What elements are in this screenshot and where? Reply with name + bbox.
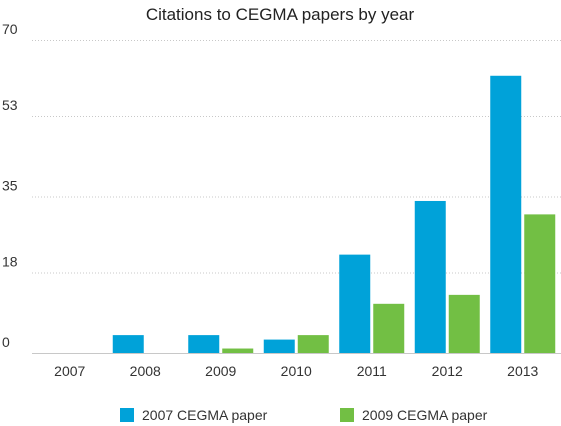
y-tick-label: 70 bbox=[2, 21, 18, 37]
bar-series2-2012 bbox=[448, 294, 480, 353]
x-tick-label: 2013 bbox=[507, 363, 538, 379]
y-axis-ticks: 0 18 35 53 70 bbox=[2, 21, 18, 350]
legend: 2007 CEGMA paper 2009 CEGMA paper bbox=[120, 407, 488, 423]
bar-series1-2008 bbox=[112, 335, 144, 353]
y-tick-label: 18 bbox=[2, 254, 18, 270]
legend-label: 2007 CEGMA paper bbox=[142, 407, 268, 423]
bar-series2-2009 bbox=[222, 348, 254, 353]
y-tick-label: 35 bbox=[2, 178, 18, 194]
bar-series2-2011 bbox=[373, 303, 405, 353]
legend-swatch bbox=[340, 408, 354, 422]
bar-series1-2010 bbox=[263, 339, 295, 353]
bar-series2-2010 bbox=[297, 335, 329, 353]
bar-series1-2013 bbox=[490, 75, 522, 354]
y-tick-label: 53 bbox=[2, 97, 18, 113]
x-axis-ticks: 2007 2008 2009 2010 2011 2012 2013 bbox=[54, 363, 538, 379]
x-tick-label: 2012 bbox=[432, 363, 463, 379]
x-tick-label: 2011 bbox=[357, 363, 387, 379]
x-tick-label: 2010 bbox=[281, 363, 312, 379]
chart-title: Citations to CEGMA papers by year bbox=[146, 5, 415, 24]
y-tick-label: 0 bbox=[2, 334, 10, 350]
grid-lines bbox=[32, 40, 561, 354]
x-tick-label: 2007 bbox=[54, 363, 85, 379]
legend-label: 2009 CEGMA paper bbox=[362, 407, 488, 423]
x-tick-label: 2008 bbox=[130, 363, 161, 379]
bar-series2-2013 bbox=[524, 214, 556, 353]
bars bbox=[112, 75, 556, 354]
bar-series1-2011 bbox=[339, 254, 371, 353]
x-tick-label: 2009 bbox=[205, 363, 236, 379]
bar-series1-2009 bbox=[188, 335, 220, 353]
legend-swatch bbox=[120, 408, 134, 422]
bar-series1-2012 bbox=[414, 200, 446, 353]
